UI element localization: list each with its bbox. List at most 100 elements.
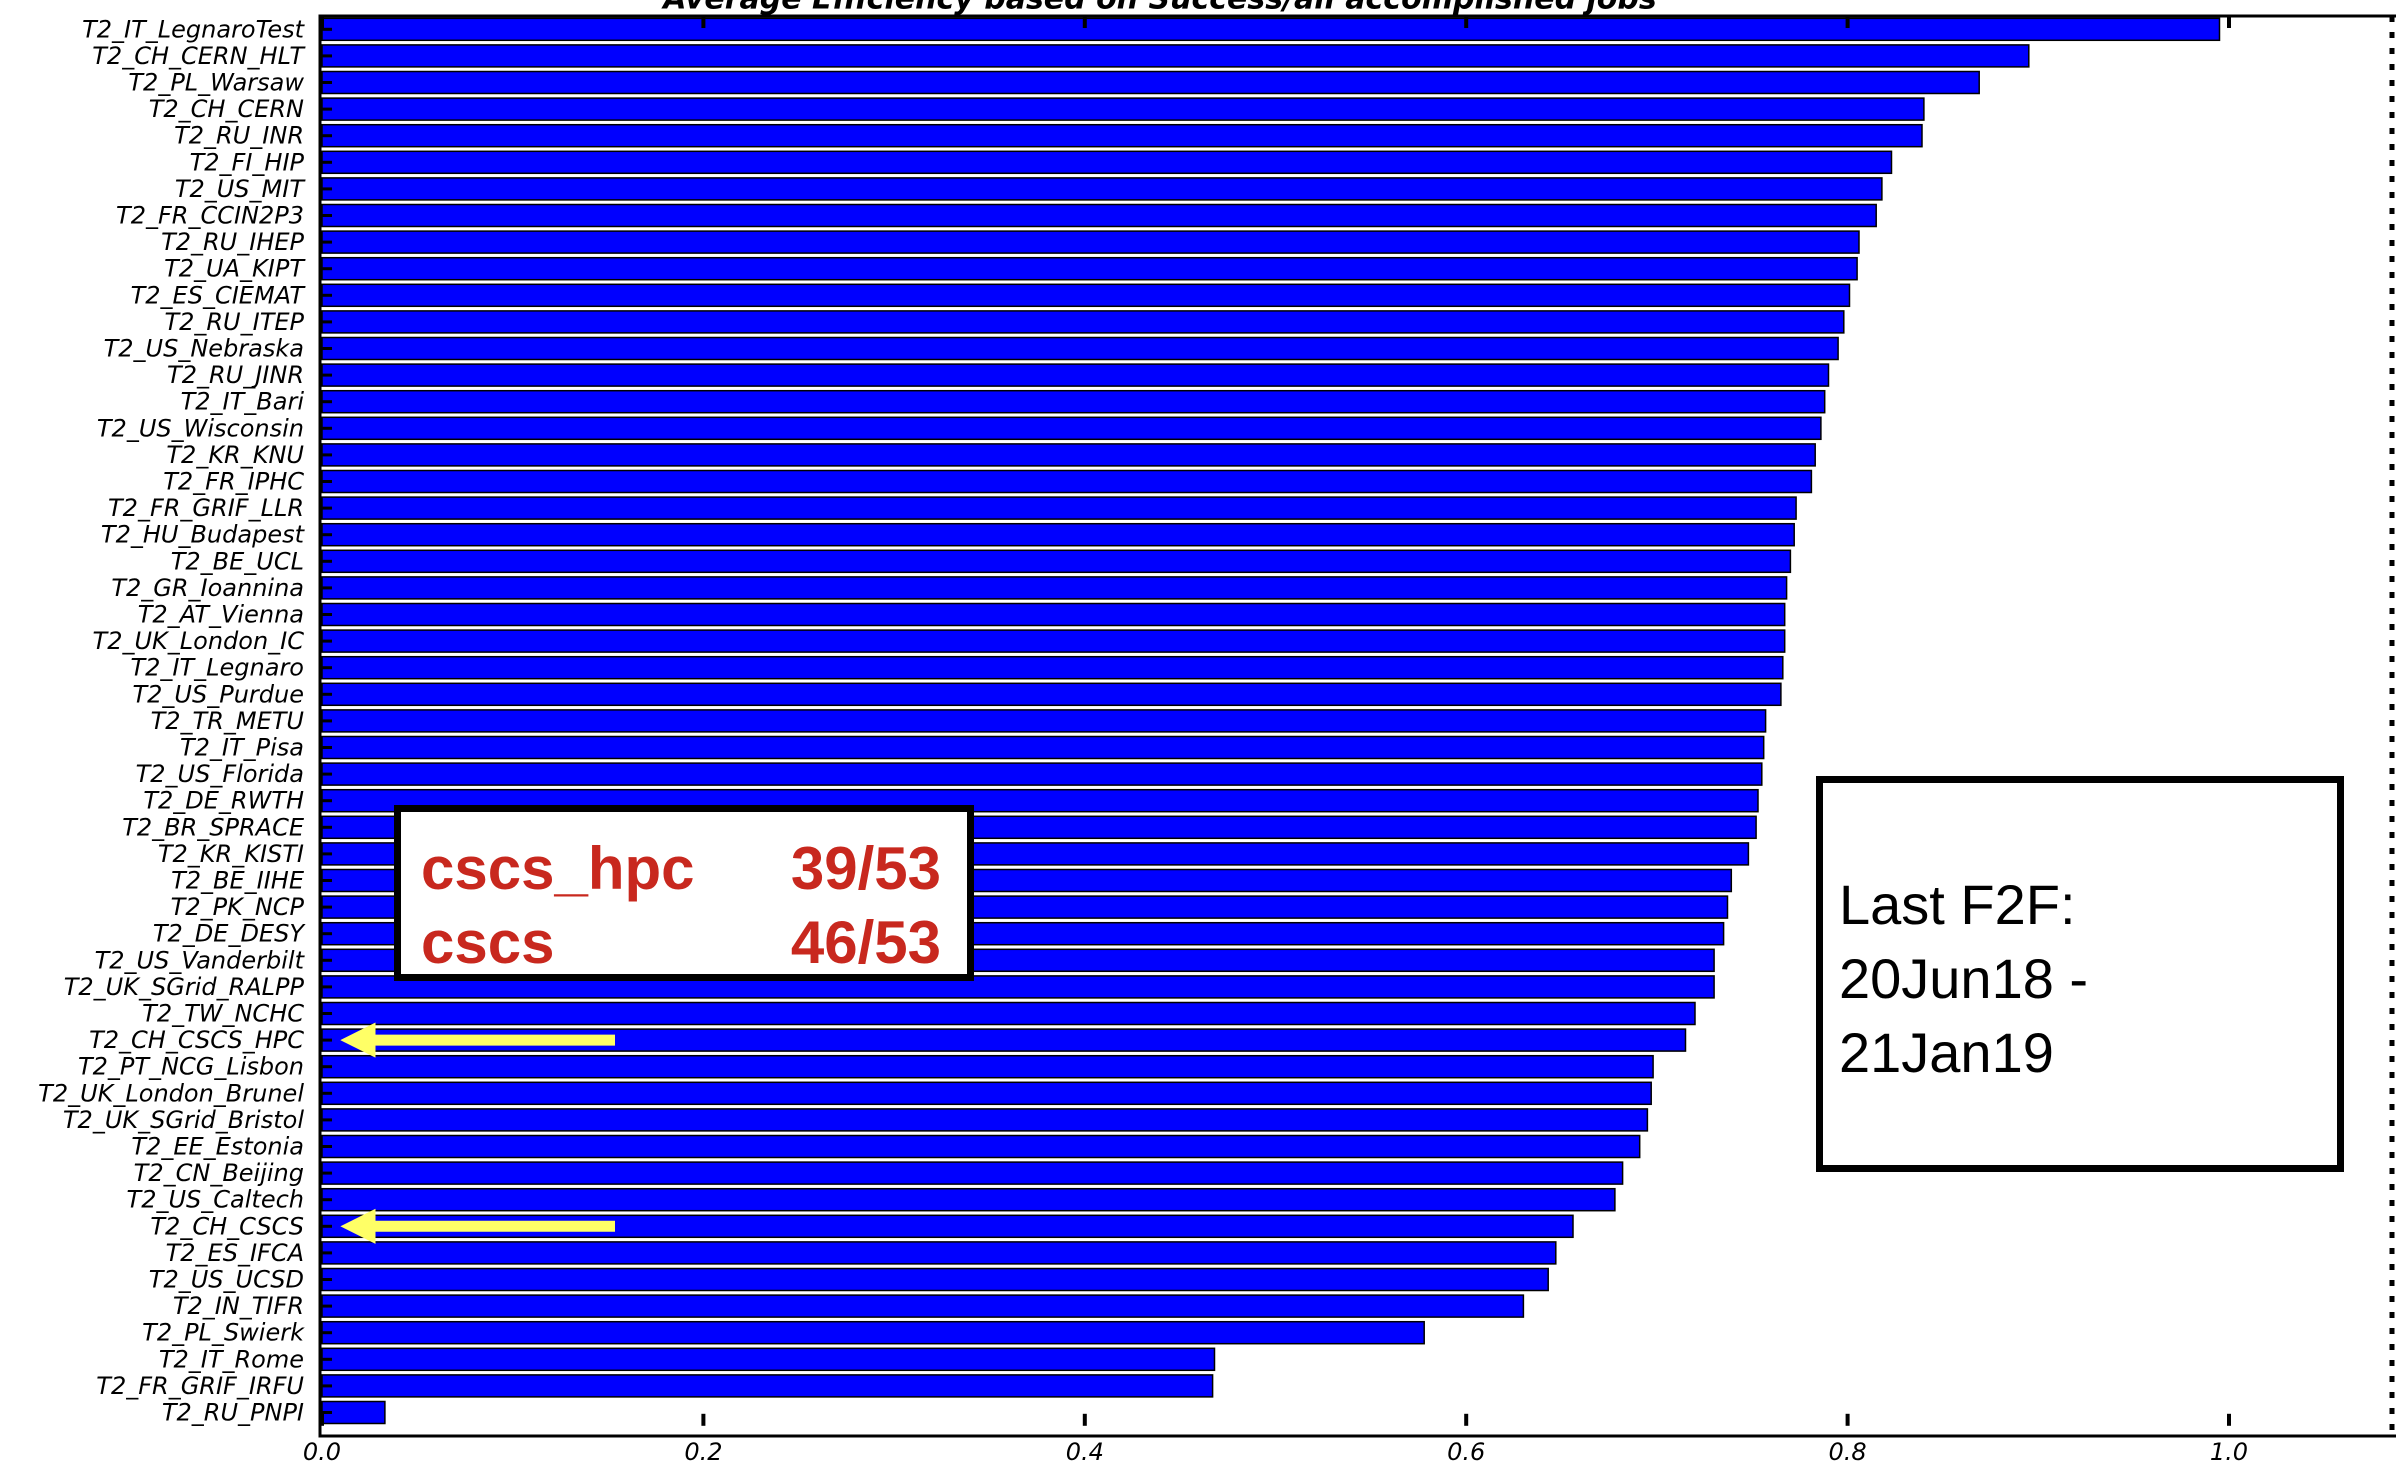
bar xyxy=(321,283,1851,308)
bar xyxy=(321,44,2030,68)
category-label: T2_US_Nebraska xyxy=(104,335,304,363)
category-label: T2_FR_GRIF_LLR xyxy=(108,494,304,522)
bar xyxy=(321,256,1858,281)
category-label: T2_CH_CERN_HLT xyxy=(92,42,306,70)
score-box: cscs_hpc 39/53 cscs 46/53 xyxy=(394,805,974,981)
score-row: cscs 46/53 xyxy=(421,908,941,978)
bar xyxy=(321,150,1893,175)
bar xyxy=(321,1320,1425,1345)
category-label: T2_US_Florida xyxy=(136,760,304,788)
bar xyxy=(321,602,1786,627)
category-label: T2_CH_CSCS xyxy=(150,1212,304,1240)
x-tick-label: 0.0 xyxy=(303,1438,341,1466)
bar xyxy=(321,1001,1696,1026)
note-line: Last F2F: xyxy=(1839,873,2076,936)
score-value: 39/53 xyxy=(790,835,941,902)
category-label: T2_US_Caltech xyxy=(127,1186,304,1214)
category-label: T2_IN_TIFR xyxy=(173,1292,304,1320)
bar xyxy=(321,203,1877,228)
bar xyxy=(321,735,1765,760)
category-label: T2_UK_London_Brunel xyxy=(38,1079,304,1107)
category-label: T2_US_Wisconsin xyxy=(97,414,304,442)
bar xyxy=(321,230,1860,254)
category-label: T2_RU_JINR xyxy=(167,361,304,389)
bar xyxy=(321,1054,1654,1079)
bar xyxy=(321,1108,1649,1132)
bar xyxy=(321,682,1782,707)
bar xyxy=(321,762,1763,786)
x-tick-label: 0.2 xyxy=(684,1438,722,1466)
x-tick-label: 0.8 xyxy=(1829,1438,1867,1466)
category-label: T2_BE_UCL xyxy=(171,547,304,575)
bar xyxy=(321,576,1788,600)
category-label: T2_UK_SGrid_RALPP xyxy=(64,973,305,1001)
bar xyxy=(321,1374,1214,1398)
category-label: T2_US_MIT xyxy=(175,175,307,203)
bar xyxy=(321,1081,1652,1106)
category-label: T2_IT_Bari xyxy=(181,388,305,416)
bar xyxy=(321,1294,1525,1318)
plot-frame xyxy=(318,14,2396,1438)
note-box: Last F2F: 20Jun18 - 21Jan19 xyxy=(1816,776,2344,1172)
bar xyxy=(321,496,1797,520)
category-label: T2_UA_KIPT xyxy=(164,255,306,283)
category-label: T2_ES_CIEMAT xyxy=(131,281,307,309)
category-label: T2_KR_KISTI xyxy=(158,840,304,868)
bar xyxy=(321,336,1839,361)
bar xyxy=(321,70,1980,95)
x-axis-ticks: 0.0 0.2 0.4 0.6 0.8 1.0 xyxy=(303,16,2248,1466)
category-label: T2_UK_SGrid_Bristol xyxy=(63,1106,304,1134)
bar xyxy=(321,310,1845,334)
category-label: T2_US_UCSD xyxy=(149,1266,304,1294)
category-label: T2_UK_London_IC xyxy=(93,627,305,655)
bar xyxy=(321,97,1925,121)
category-label: T2_IT_Rome xyxy=(159,1345,304,1373)
bar xyxy=(321,1267,1549,1292)
note-line: 21Jan19 xyxy=(1839,1021,2054,1084)
category-label: T2_FR_CCIN2P3 xyxy=(116,202,304,230)
bar xyxy=(321,363,1830,387)
bar xyxy=(321,655,1784,680)
category-label: T2_PL_Swierk xyxy=(142,1319,305,1347)
category-label: T2_FR_IPHC xyxy=(163,468,304,496)
bar xyxy=(321,389,1826,414)
category-label: T2_EE_Estonia xyxy=(131,1133,304,1161)
x-tick-label: 0.6 xyxy=(1447,1438,1485,1466)
bar xyxy=(321,1347,1216,1372)
category-label: T2_RU_INR xyxy=(174,122,304,150)
bar xyxy=(321,416,1822,441)
category-label: T2_RU_PNPI xyxy=(162,1399,304,1427)
bar xyxy=(321,1187,1616,1212)
category-label: T2_TW_NCHC xyxy=(142,1000,304,1028)
highlight-arrows xyxy=(340,1022,615,1244)
bar xyxy=(321,17,2221,42)
score-row: cscs_hpc 39/53 xyxy=(421,834,941,904)
category-label: T2_BR_SPRACE xyxy=(122,813,305,841)
bar xyxy=(321,1241,1557,1265)
score-name: cscs xyxy=(421,909,555,976)
category-label: T2_FR_GRIF_IRFU xyxy=(96,1372,304,1400)
category-label: T2_IT_Legnaro xyxy=(130,654,304,682)
category-label: T2_GR_Ioannina xyxy=(111,574,304,602)
category-label: T2_RU_ITEP xyxy=(164,308,304,336)
category-label: T2_FI_HIP xyxy=(190,148,305,176)
category-label: T2_IT_Pisa xyxy=(180,734,304,762)
category-label: T2_CH_CERN xyxy=(149,95,304,123)
bar xyxy=(321,549,1792,574)
bar xyxy=(321,1134,1641,1159)
category-label: T2_AT_Vienna xyxy=(138,601,304,629)
bars-layer xyxy=(321,17,2221,1425)
category-label: T2_PK_NCP xyxy=(171,893,305,921)
category-label: T2_IT_LegnaroTest xyxy=(82,15,305,43)
bar xyxy=(321,1161,1624,1185)
category-label: T2_PT_NCG_Lisbon xyxy=(78,1053,304,1081)
category-label: T2_ES_IFCA xyxy=(166,1239,304,1267)
category-label: T2_DE_DESY xyxy=(153,920,306,948)
score-name: cscs_hpc xyxy=(421,835,695,902)
category-label: T2_TR_METU xyxy=(151,707,305,735)
category-label: T2_HU_Budapest xyxy=(101,521,306,549)
score-value: 46/53 xyxy=(790,909,941,976)
category-label: T2_US_Vanderbilt xyxy=(95,946,306,974)
category-label: T2_CH_CSCS_HPC xyxy=(89,1026,304,1054)
